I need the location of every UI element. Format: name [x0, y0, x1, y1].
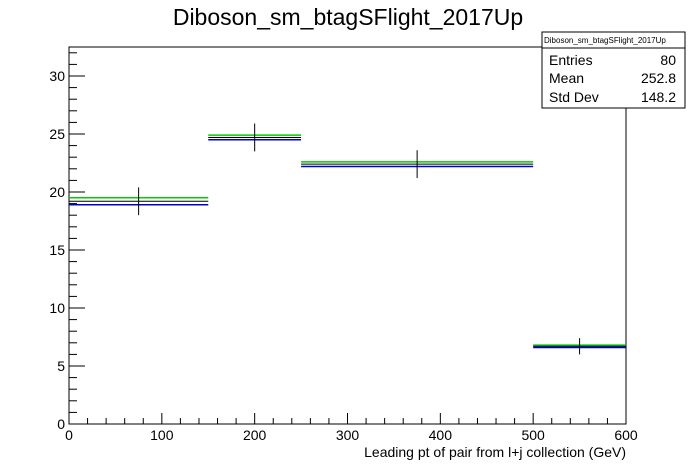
histogram-series: [69, 123, 626, 355]
y-tick-label: 10: [49, 300, 65, 316]
y-tick-label: 5: [57, 358, 65, 374]
stats-entries-value: 80: [660, 52, 676, 68]
stats-stddev-label: Std Dev: [549, 89, 599, 105]
x-tick-label: 0: [65, 427, 73, 443]
stats-box-title: Diboson_sm_btagSFlight_2017Up: [544, 36, 666, 45]
stats-stddev-value: 148.2: [641, 89, 676, 105]
x-axis: 0 100 200 300 400 500 600: [65, 413, 638, 443]
y-tick-label: 20: [49, 184, 65, 200]
y-tick-label: 0: [57, 416, 65, 432]
chart-title: Diboson_sm_btagSFlight_2017Up: [173, 4, 523, 30]
x-tick-label: 600: [614, 427, 638, 443]
y-tick-label: 30: [49, 68, 65, 84]
stats-mean-value: 252.8: [641, 70, 676, 86]
stats-box: Diboson_sm_btagSFlight_2017Up Entries 80…: [541, 31, 686, 109]
x-tick-label: 200: [243, 427, 267, 443]
x-tick-label: 100: [150, 427, 174, 443]
x-axis-label: Leading pt of pair from l+j collection (…: [364, 444, 626, 460]
x-tick-label: 300: [336, 427, 360, 443]
y-axis: 0 5 10 15 20 25 30: [49, 52, 85, 432]
x-tick-label: 500: [521, 427, 545, 443]
y-tick-label: 25: [49, 126, 65, 142]
x-tick-label: 400: [429, 427, 453, 443]
stats-mean-label: Mean: [549, 70, 584, 86]
y-tick-label: 15: [49, 242, 65, 258]
stats-entries-label: Entries: [549, 52, 593, 68]
